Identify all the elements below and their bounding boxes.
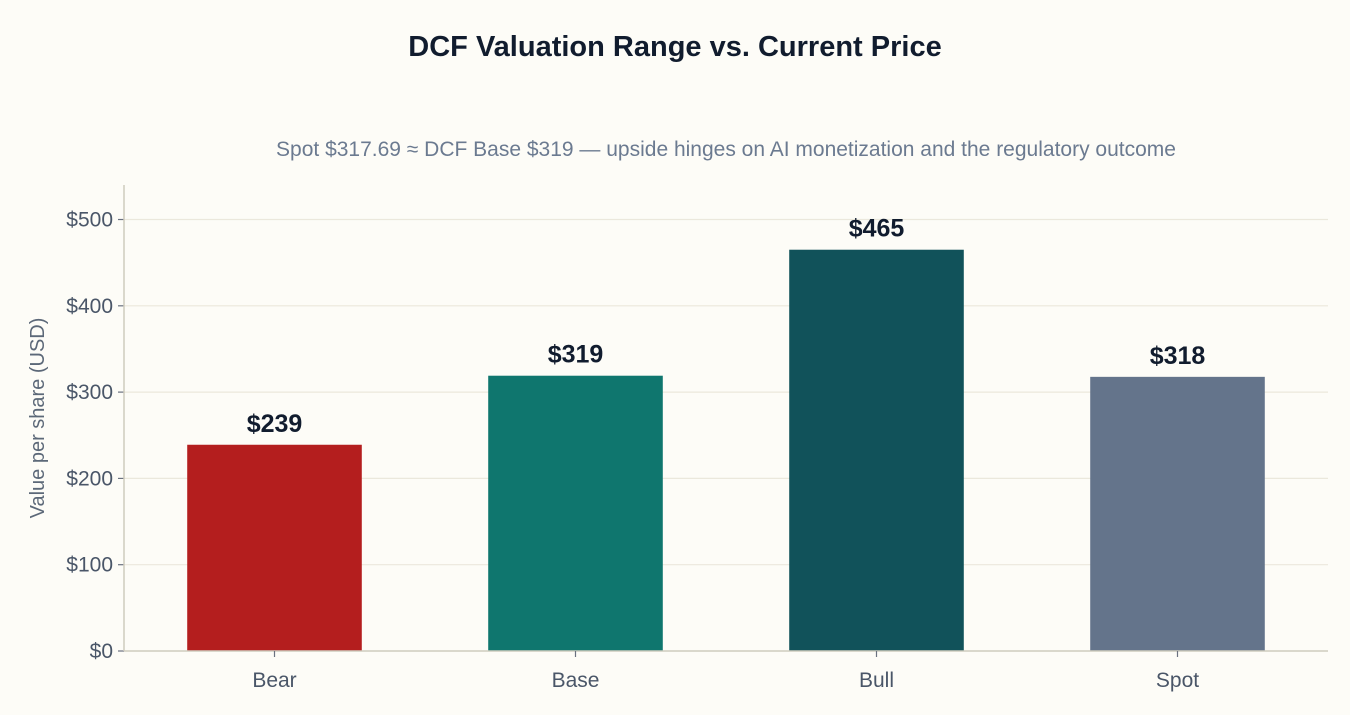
x-tick-label: Bear (252, 669, 296, 692)
x-tick-label: Spot (1156, 669, 1199, 692)
y-tick-label: $0 (90, 640, 113, 663)
y-tick-label: $200 (66, 467, 113, 490)
y-tick-label: $100 (66, 554, 113, 577)
bar-base (488, 375, 663, 651)
data-labels: $239 $319 $465 $318 (247, 215, 1206, 438)
data-label-bear: $239 (247, 410, 303, 438)
axes: $0 $100 $200 $300 $400 $500 Bear Base Bull Spot (66, 185, 1328, 692)
bar-spot (1090, 376, 1265, 651)
chart-subtitle: Spot $317.69 ≈ DCF Base $319 — upside hi… (276, 138, 1176, 161)
bars (187, 249, 1265, 651)
x-tick-label: Bull (859, 669, 894, 692)
y-tick-label: $400 (66, 295, 113, 318)
data-label-bull: $465 (849, 215, 905, 243)
y-axis-label: Value per share (USD) (27, 318, 49, 519)
y-tick-label: $500 (66, 209, 113, 232)
data-label-spot: $318 (1150, 342, 1206, 370)
data-label-base: $319 (548, 341, 604, 369)
chart-title: DCF Valuation Range vs. Current Price (408, 31, 941, 63)
y-tick-label: $300 (66, 381, 113, 404)
bar-bear (187, 444, 362, 651)
x-tick-label: Base (552, 669, 600, 692)
bar-bull (789, 249, 964, 651)
